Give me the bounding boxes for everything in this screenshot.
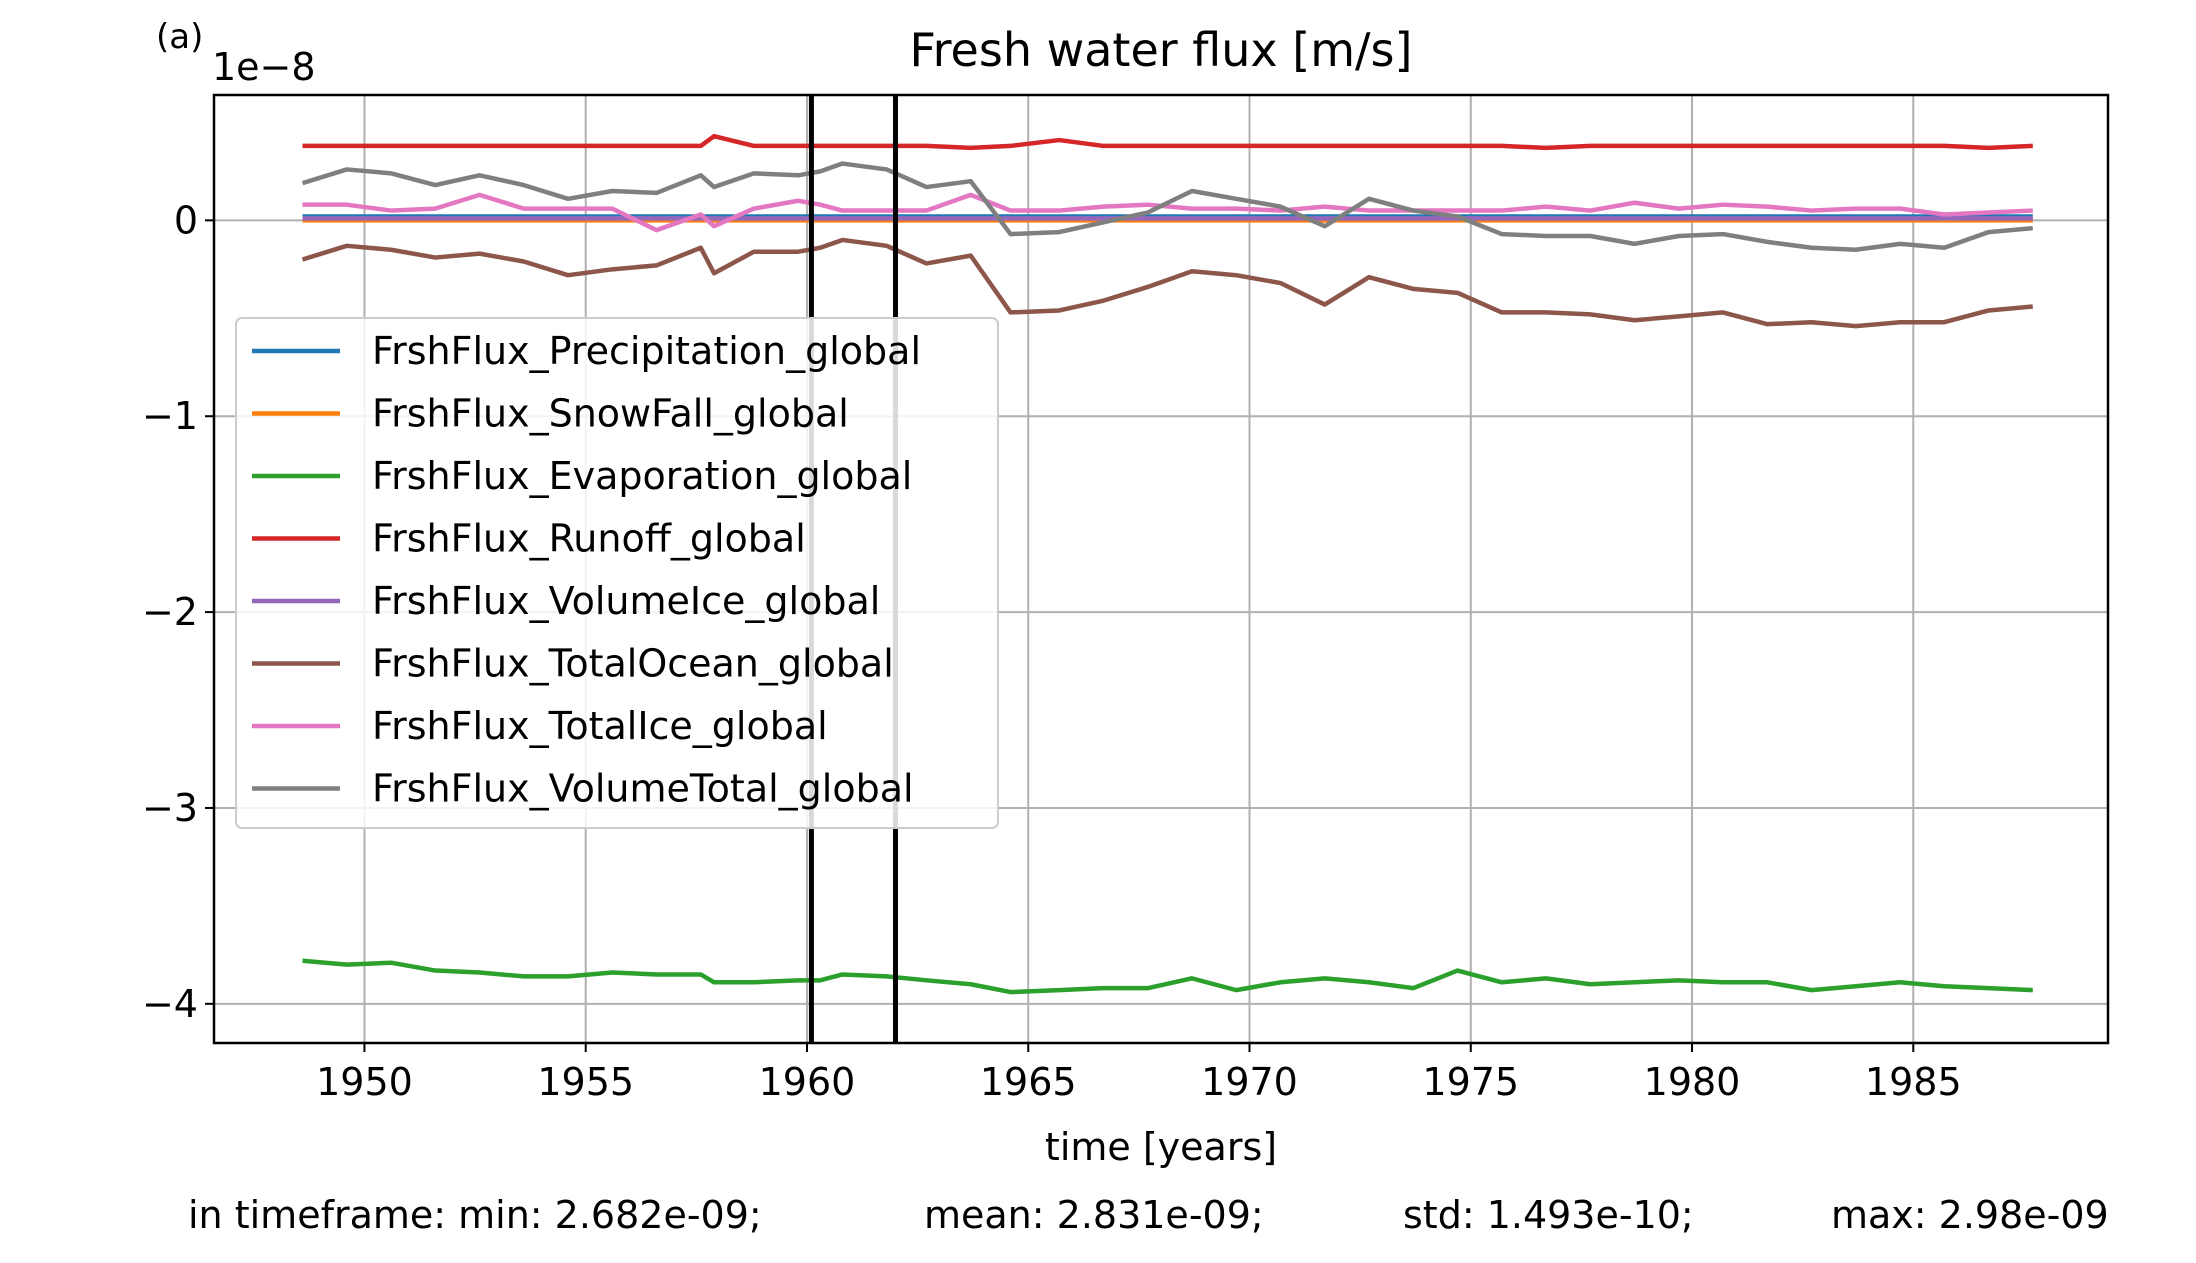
legend-label-precipitation: FrshFlux_Precipitation_global [372, 329, 921, 373]
series-line-totalice [302, 192, 2033, 233]
x-tick-label: 1965 [980, 1060, 1077, 1104]
x-tick-label: 1950 [316, 1060, 413, 1104]
x-axis-ticks: 1950 1955 1960 1965 1970 1975 1980 1985 [316, 1043, 1962, 1104]
legend-box [235, 317, 999, 829]
legend-label-snowfall: FrshFlux_SnowFall_global [372, 392, 849, 436]
legend: FrshFlux_Precipitation_global FrshFlux_Sn… [235, 317, 999, 829]
panel-label: (a) [156, 17, 203, 57]
x-tick-label: 1985 [1865, 1060, 1962, 1104]
x-tick-label: 1955 [537, 1060, 634, 1104]
y-axis-ticks: 0 −1 −2 −3 −4 [142, 198, 214, 1026]
legend-label-evaporation: FrshFlux_Evaporation_global [372, 454, 912, 498]
x-tick-label: 1975 [1422, 1060, 1519, 1104]
y-tick-label: −2 [142, 590, 198, 634]
y-tick-label: −3 [142, 786, 198, 830]
plot-frame [212, 93, 2110, 1045]
x-tick-label: 1960 [759, 1060, 856, 1104]
stat-mean: mean: 2.831e-09; [924, 1193, 1264, 1237]
y-tick-label: −4 [142, 982, 198, 1026]
stat-max: max: 2.98e-09 [1831, 1193, 2109, 1237]
series-line-totalocean [301, 237, 2033, 329]
legend-label-totalocean: FrshFlux_TotalOcean_global [372, 642, 894, 686]
legend-label-totalice: FrshFlux_TotalIce_global [372, 704, 828, 748]
stat-std: std: 1.493e-10; [1403, 1193, 1694, 1237]
series-line-runoff [302, 133, 2033, 151]
chart-title: Fresh water flux [m/s] [910, 23, 1413, 77]
stat-min: in timeframe: min: 2.682e-09; [188, 1193, 762, 1237]
y-scale-label: 1e−8 [212, 45, 316, 89]
y-tick-label: 0 [174, 198, 198, 242]
series-group [301, 133, 2033, 995]
x-axis-label: time [years] [1045, 1125, 1277, 1169]
legend-label-volumetotal: FrshFlux_VolumeTotal_global [372, 767, 914, 811]
series-line-evaporation [302, 958, 2033, 995]
legend-label-volumeice: FrshFlux_VolumeIce_global [372, 579, 880, 623]
legend-label-runoff: FrshFlux_Runoff_global [372, 517, 806, 561]
x-tick-label: 1970 [1201, 1060, 1298, 1104]
x-tick-label: 1980 [1644, 1060, 1741, 1104]
series-line-volumetotal [301, 161, 2033, 252]
y-tick-label: −1 [142, 394, 198, 438]
